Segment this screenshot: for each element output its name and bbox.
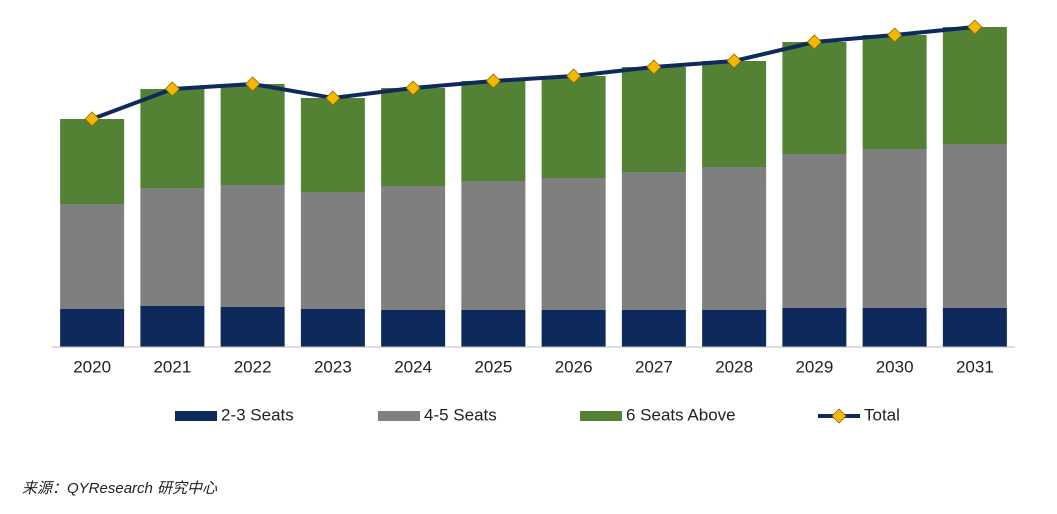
bar-segment xyxy=(541,310,606,347)
total-marker xyxy=(84,111,100,127)
bar-segment xyxy=(541,178,606,310)
bar-segment xyxy=(300,98,365,192)
x-tick-label: 2023 xyxy=(314,357,352,376)
bar-segment xyxy=(621,172,686,310)
bar-segment xyxy=(782,42,847,154)
x-tick-label: 2021 xyxy=(153,357,191,376)
legend-marker xyxy=(831,408,847,424)
source-note: 来源：QYResearch 研究中心 xyxy=(22,480,218,497)
total-marker xyxy=(566,68,582,84)
bar-segment xyxy=(220,84,285,185)
x-tick-label: 2029 xyxy=(795,357,833,376)
bar-segment xyxy=(60,309,125,347)
x-tick-label: 2025 xyxy=(474,357,512,376)
bar-segment xyxy=(381,186,446,310)
x-tick-label: 2026 xyxy=(555,357,593,376)
bar-segment xyxy=(782,308,847,347)
total-marker xyxy=(405,80,421,96)
bar-segment xyxy=(140,188,205,306)
bar-segment xyxy=(220,185,285,307)
bar-segment xyxy=(862,149,927,308)
x-tick-label: 2024 xyxy=(394,357,432,376)
bar-segment xyxy=(60,119,125,204)
bar-segment xyxy=(300,192,365,309)
legend-swatch xyxy=(378,411,420,421)
total-marker xyxy=(245,76,261,92)
total-marker xyxy=(325,90,341,106)
x-tick-label: 2022 xyxy=(234,357,272,376)
bar-segment xyxy=(702,310,767,347)
total-marker xyxy=(485,73,501,89)
total-marker xyxy=(806,34,822,50)
total-marker xyxy=(887,27,903,43)
total-marker xyxy=(726,53,742,69)
bar-segment xyxy=(621,67,686,172)
bar-segment xyxy=(461,81,526,181)
bar-segment xyxy=(140,306,205,347)
bar-segment xyxy=(220,307,285,347)
bar-segment xyxy=(461,181,526,310)
total-marker xyxy=(967,19,983,35)
bar-segment xyxy=(942,308,1007,347)
x-tick-label: 2028 xyxy=(715,357,753,376)
bar-segment xyxy=(381,88,446,186)
legend-label: 6 Seats Above xyxy=(626,405,736,424)
x-tick-label: 2020 xyxy=(73,357,111,376)
legend-label: 4-5 Seats xyxy=(424,405,497,424)
bar-segment xyxy=(942,27,1007,144)
bar-segment xyxy=(461,310,526,347)
bar-segment xyxy=(140,89,205,188)
x-tick-label: 2027 xyxy=(635,357,673,376)
legend-label: 2-3 Seats xyxy=(221,405,294,424)
bar-segment xyxy=(782,154,847,308)
x-tick-label: 2031 xyxy=(956,357,994,376)
bar-segment xyxy=(862,308,927,347)
bar-segment xyxy=(702,61,767,167)
bar-segment xyxy=(381,310,446,347)
bar-segment xyxy=(300,309,365,347)
bar-segment xyxy=(541,76,606,178)
total-marker xyxy=(646,59,662,75)
bar-segment xyxy=(60,204,125,309)
legend-label: Total xyxy=(864,405,900,424)
legend-swatch xyxy=(175,411,217,421)
total-line xyxy=(91,25,976,121)
bar-segment xyxy=(702,167,767,310)
legend-swatch xyxy=(580,411,622,421)
total-marker xyxy=(164,81,180,97)
bar-segment xyxy=(862,35,927,149)
bar-segment xyxy=(621,310,686,347)
x-tick-label: 2030 xyxy=(876,357,914,376)
bar-segment xyxy=(942,144,1007,308)
